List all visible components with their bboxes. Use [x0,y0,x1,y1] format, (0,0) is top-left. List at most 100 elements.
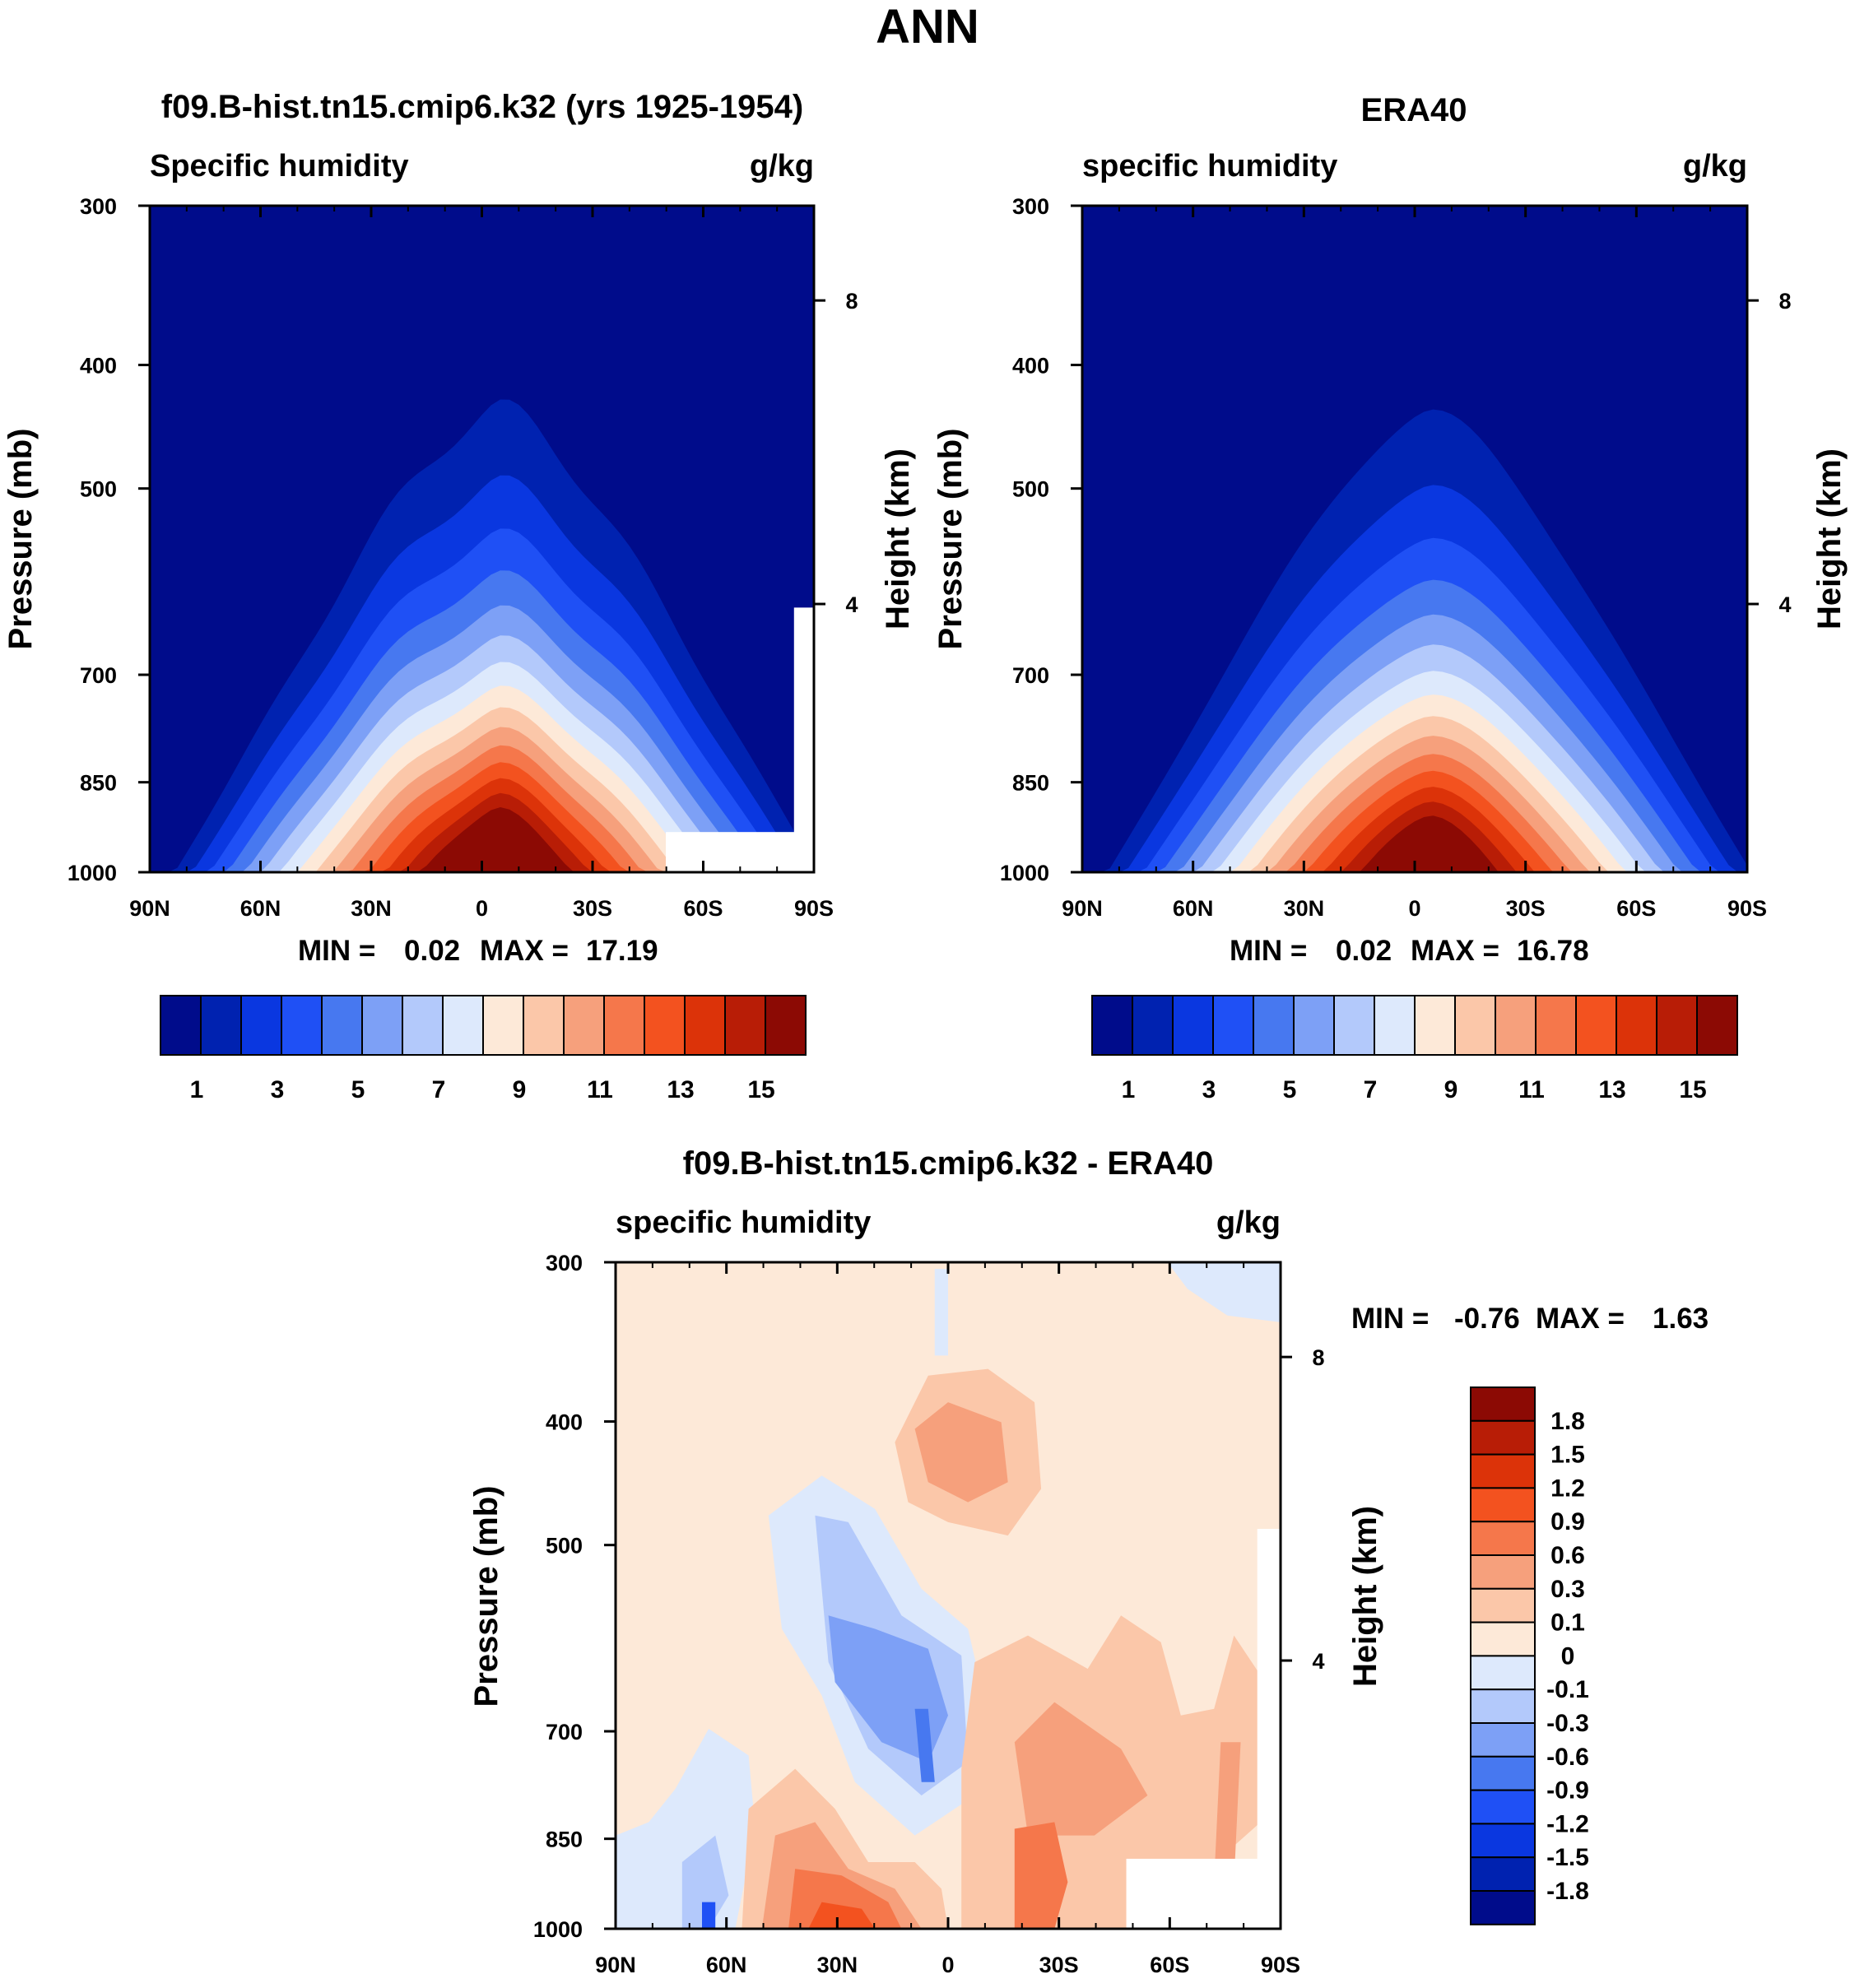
y-tick-label: 400 [80,354,117,379]
x-tick-label: 90N [1062,896,1103,921]
colorbar-box [442,995,484,1056]
panel-title: ERA40 [1361,92,1467,128]
min-max-readout: MIN = 0.02 MAX = 16.78 [1230,935,1589,967]
y-tick-label: 500 [1012,477,1049,502]
min-value: 0.02 [1336,935,1392,967]
colorbar-label: -0.1 [1546,1676,1589,1703]
max-value: 17.19 [586,935,658,967]
colorbar-box [1470,1655,1536,1691]
min-value: 0.02 [404,935,460,967]
colorbar-label: 0 [1561,1642,1575,1670]
colorbar-label: 1.2 [1550,1475,1585,1502]
colorbar: 1.8 1.5 1.2 0.9 0.6 0.3 0.1 0 -0.1 -0.3 -0.6 -0.9 -1… [1470,1386,1589,1925]
colorbar-label: -1.5 [1546,1844,1589,1871]
colorbar-label: 7 [1364,1076,1378,1103]
y-right-tick-label: 8 [1778,289,1791,314]
colorbar-label: 13 [1598,1076,1625,1103]
panel-obs: ERA40 specific humidity g/kg 90N 60N 30N 0 3… [932,92,1848,1103]
panel-model: f09.B-hist.tn15.cmip6.k32 (yrs 1925-1954… [2,89,916,1103]
y-right-tick-label: 8 [1312,1345,1324,1370]
colorbar-box [1470,1722,1536,1758]
y-axis-right-label: Height (km) [880,448,916,629]
x-tick-label: 90S [1261,1953,1300,1977]
colorbar-box [1470,1789,1536,1825]
colorbar-label: 0.9 [1550,1508,1585,1535]
y-tick-label: 300 [80,194,117,219]
left-label: specific humidity [1082,149,1337,183]
colorbar-label: 11 [1518,1076,1545,1103]
units-label: g/kg [1683,149,1747,183]
x-tick-label: 30S [1506,896,1546,921]
y-tick-label: 700 [80,663,117,688]
x-tick-label: 30S [573,896,612,921]
colorbar-box [1470,1755,1536,1791]
figure-title: ANN [876,0,979,53]
colorbar-box [1470,1487,1536,1523]
contour-fill-level-15 [1082,815,1747,872]
x-tick-label: 90N [595,1953,636,1977]
contour-fill-negative [681,1835,729,1929]
colorbar-box [1470,1890,1536,1925]
y-axis-right-label: Height (km) [1811,448,1848,629]
x-tick-label: 60S [1150,1953,1189,1977]
colorbar-box [1470,1554,1536,1590]
colorbar-label: 0.1 [1550,1609,1585,1637]
colorbar-label: 0.6 [1550,1542,1585,1569]
units-label: g/kg [750,149,814,183]
panel-title: f09.B-hist.tn15.cmip6.k32 (yrs 1925-1954… [161,89,803,125]
min-label: MIN = [1351,1303,1429,1335]
colorbar-box [684,995,726,1056]
colorbar-label: 3 [271,1076,285,1103]
colorbar-box [1470,1587,1536,1623]
colorbar-box [281,995,323,1056]
colorbar-label: 5 [1283,1076,1297,1103]
x-tick-label: 30N [351,896,392,921]
contour-fill-positive [914,1402,1008,1503]
colorbar-box [1575,995,1617,1056]
colorbar-label: 1.5 [1550,1442,1585,1469]
y-tick-label: 400 [546,1410,583,1435]
y-tick-label: 700 [1012,663,1049,688]
x-tick-label: 30S [1039,1953,1079,1977]
colorbar-label: -0.6 [1546,1744,1589,1771]
y-axis-label: Pressure (mb) [2,429,39,650]
min-value: -0.76 [1454,1303,1520,1335]
left-label: Specific humidity [150,149,409,183]
colorbar-box [1374,995,1416,1056]
contour-field [150,206,814,872]
max-value: 16.78 [1517,935,1589,967]
colorbar-box [1333,995,1375,1056]
contour-fill-positive [1014,1822,1068,1929]
panel-title: f09.B-hist.tn15.cmip6.k32 - ERA40 [683,1145,1214,1182]
missing-data-mask [793,607,814,872]
colorbar-box [240,995,282,1056]
y-tick-label: 1000 [1000,861,1049,885]
colorbar-box [563,995,605,1056]
colorbar-label: 1 [1122,1076,1136,1103]
colorbar-box [1535,995,1577,1056]
colorbar-box [1172,995,1214,1056]
panel-diff: f09.B-hist.tn15.cmip6.k32 - ERA40 specif… [468,1145,1709,1977]
contour-fill-positive [1014,1702,1148,1836]
missing-data-mask [666,832,814,872]
contour-fill-negative [1167,1262,1281,1322]
colorbar-box [321,995,363,1056]
x-tick-label: 0 [941,1953,954,1977]
y-axis-label: Pressure (mb) [932,429,969,650]
colorbar-box [1132,995,1174,1056]
x-tick-label: 30N [1284,896,1325,921]
colorbar-box [1293,995,1335,1056]
y-axis-right-label: Height (km) [1347,1506,1383,1687]
colorbar-label: 1 [190,1076,204,1103]
colorbar-box [160,995,202,1056]
colorbar-label: 9 [1444,1076,1458,1103]
min-label: MIN = [1230,935,1307,967]
colorbar-box [1696,995,1738,1056]
colorbar-box [1253,995,1295,1056]
x-tick-label: 60N [706,1953,747,1977]
colorbar-label: 1.8 [1550,1408,1585,1435]
contour-fill-negative [914,1708,935,1782]
colorbar-box [1470,1453,1536,1489]
units-label: g/kg [1216,1205,1281,1240]
colorbar-box [603,995,645,1056]
